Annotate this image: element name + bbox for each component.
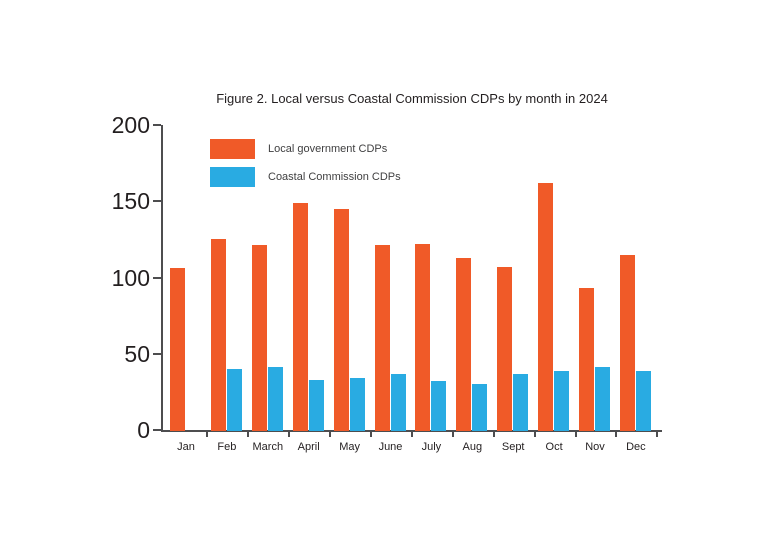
bar-local-oct [538,182,554,431]
x-axis-label-may: May [339,441,360,453]
y-tick-mark [153,276,161,279]
bar-coastal-sept [513,373,529,431]
x-axis-label-feb: Feb [217,441,237,453]
legend-label-local-government: Local government CDPs [268,143,388,155]
x-tick-mark [410,431,413,437]
x-tick-mark [288,431,291,437]
x-axis-label-nov: Nov [585,441,605,453]
legend-label-coastal-commission: Coastal Commission CDPs [268,171,401,183]
bar-coastal-oct [554,370,570,431]
x-tick-mark [533,431,536,437]
bar-coastal-dec [635,370,651,431]
x-tick-mark [329,431,332,437]
bar-local-nov [579,288,594,431]
x-axis-label-july: July [421,441,442,453]
x-axis-label-jan: Jan [177,441,195,453]
y-tick-label: 200 [111,112,150,138]
x-axis-label-aug: Aug [462,441,483,453]
bar-local-june [374,245,390,431]
bar-coastal-nov [595,367,610,431]
legend-swatch-local-government [210,139,255,159]
bar-local-april [292,202,308,431]
y-tick-label: 100 [111,264,150,291]
y-tick-label: 50 [124,340,150,367]
bar-coastal-feb [226,369,242,431]
y-tick-label: 0 [137,417,150,443]
bar-coastal-aug [472,384,488,431]
bar-local-sept [497,266,513,431]
y-tick-mark [153,124,161,126]
bar-coastal-april [308,379,324,431]
y-tick-mark [153,429,161,431]
x-tick-mark [492,431,495,437]
x-axis-label-dec: Dec [626,441,646,453]
x-axis-label-june: June [378,441,403,453]
y-axis-line [161,125,163,431]
x-axis-label-sept: Sept [501,441,525,453]
bar-coastal-may [349,378,365,431]
x-tick-mark [656,431,659,437]
y-tick-mark [153,200,161,203]
x-axis-label-oct: Oct [545,441,563,453]
x-tick-mark [574,431,577,437]
x-tick-mark [370,431,373,437]
bar-local-feb [210,239,226,431]
x-tick-mark [615,431,618,437]
x-tick-mark [247,431,250,437]
bar-local-march [251,245,267,431]
bar-local-aug [456,257,472,431]
bar-local-may [333,208,349,431]
chart-title: Figure 2. Local versus Coastal Commissio… [216,91,608,106]
legend-swatch-coastal-commission [210,167,255,187]
x-axis-label-april: April [297,441,320,453]
bar-coastal-july [431,381,447,431]
bar-coastal-june [390,373,406,431]
bar-local-dec [619,254,635,431]
y-tick-label: 150 [111,188,150,215]
bar-coastal-march [267,367,283,431]
y-tick-mark [153,352,161,355]
bar-local-jan [170,268,185,431]
x-axis-label-march: March [252,441,284,453]
x-tick-mark [451,431,454,437]
x-tick-mark [206,431,209,437]
bar-local-july [415,243,431,431]
